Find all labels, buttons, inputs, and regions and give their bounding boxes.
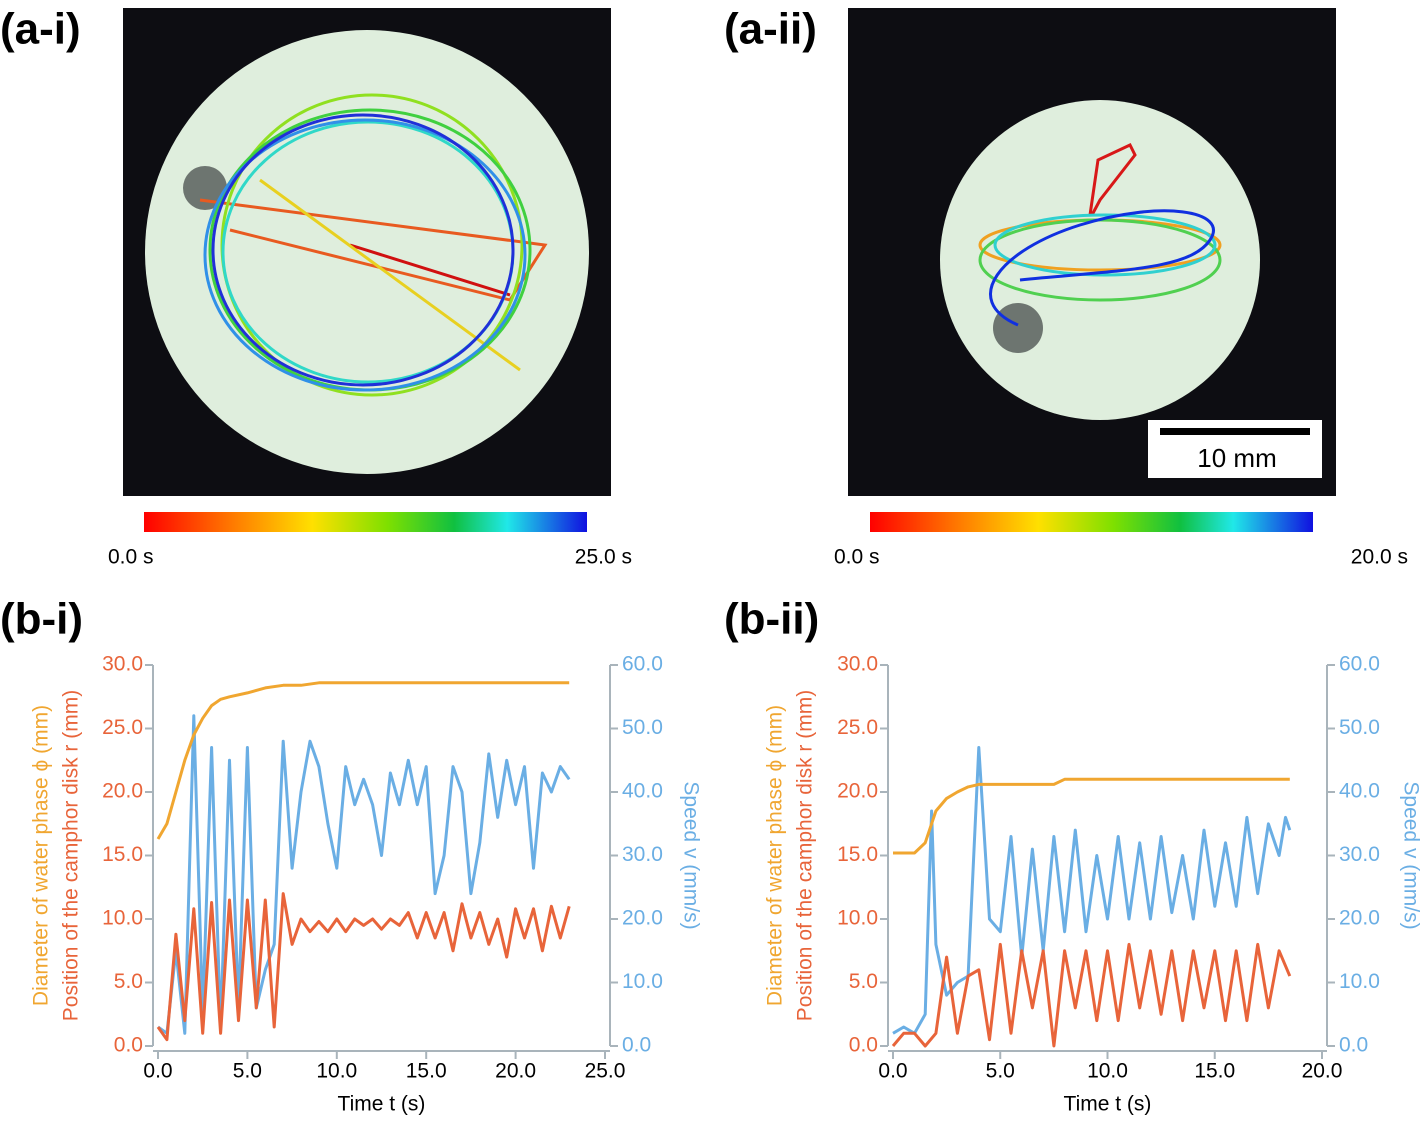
y-tick-label: 5.0 xyxy=(849,970,878,993)
panel-label: (a-i) xyxy=(0,5,81,54)
y-axis-label: Diameter of water phase ϕ (mm) xyxy=(30,705,53,1006)
colorbar-label: 0.0 s xyxy=(108,546,154,569)
x-tick-label: 25.0 xyxy=(585,1060,626,1083)
trajectory xyxy=(978,143,1222,327)
panel-label: (b-i) xyxy=(0,595,83,644)
y-tick-label: 20.0 xyxy=(837,780,878,803)
colorbar-label: 25.0 s xyxy=(575,546,632,569)
y2-axis-label: Speed v (mm/s) xyxy=(1399,781,1422,929)
panel-label: (a-ii) xyxy=(724,5,817,54)
data-line xyxy=(893,777,1290,855)
y-axis-label: Position of the camphor disk r (mm) xyxy=(794,690,817,1021)
colorbar-label: 0.0 s xyxy=(834,546,880,569)
y-tick-label: 0.0 xyxy=(114,1034,143,1057)
colorbar xyxy=(870,512,1313,532)
y2-tick-label: 60.0 xyxy=(622,653,663,676)
y-tick-label: 0.0 xyxy=(849,1034,878,1057)
x-tick-label: 0.0 xyxy=(878,1060,907,1083)
y2-tick-label: 40.0 xyxy=(1339,780,1380,803)
colorbar xyxy=(144,512,587,532)
y-tick-label: 10.0 xyxy=(102,907,143,930)
y2-tick-label: 0.0 xyxy=(1339,1034,1368,1057)
y2-tick-label: 60.0 xyxy=(1339,653,1380,676)
y2-tick-label: 20.0 xyxy=(622,907,663,930)
y-tick-label: 25.0 xyxy=(837,716,878,739)
y2-tick-label: 20.0 xyxy=(1339,907,1380,930)
disk xyxy=(993,303,1043,353)
colorbar-label: 20.0 s xyxy=(1351,546,1408,569)
y-tick-label: 15.0 xyxy=(837,843,878,866)
data-line xyxy=(157,714,571,1035)
y2-axis-label: Speed v (mm/s) xyxy=(679,781,702,929)
x-tick-label: 10.0 xyxy=(1087,1060,1128,1083)
data-line xyxy=(891,942,1292,1048)
trajectory xyxy=(199,93,548,397)
y2-tick-label: 10.0 xyxy=(1339,970,1380,993)
y-tick-label: 25.0 xyxy=(102,716,143,739)
x-tick-label: 15.0 xyxy=(406,1060,447,1083)
y-tick-label: 20.0 xyxy=(102,780,143,803)
y-tick-label: 10.0 xyxy=(837,907,878,930)
y-axis-label: Diameter of water phase ϕ (mm) xyxy=(764,705,787,1006)
y-tick-label: 30.0 xyxy=(837,653,878,676)
x-tick-label: 5.0 xyxy=(233,1060,262,1083)
y2-tick-label: 0.0 xyxy=(622,1034,651,1057)
x-tick-label: 20.0 xyxy=(1302,1060,1343,1083)
data-line xyxy=(156,892,571,1042)
y-tick-label: 15.0 xyxy=(102,843,143,866)
y-tick-label: 30.0 xyxy=(102,653,143,676)
x-tick-label: 15.0 xyxy=(1194,1060,1235,1083)
y2-tick-label: 10.0 xyxy=(622,970,663,993)
y2-tick-label: 40.0 xyxy=(622,780,663,803)
x-tick-label: 10.0 xyxy=(316,1060,357,1083)
y2-tick-label: 30.0 xyxy=(1339,843,1380,866)
y-tick-label: 5.0 xyxy=(114,970,143,993)
x-axis-label: Time t (s) xyxy=(338,1093,426,1116)
scale-bar xyxy=(1160,428,1310,435)
y2-tick-label: 30.0 xyxy=(622,843,663,866)
x-tick-label: 5.0 xyxy=(986,1060,1015,1083)
dish xyxy=(940,100,1260,420)
x-axis-label: Time t (s) xyxy=(1064,1093,1152,1116)
y2-tick-label: 50.0 xyxy=(1339,716,1380,739)
x-tick-label: 20.0 xyxy=(495,1060,536,1083)
panel-label: (b-ii) xyxy=(724,595,819,644)
x-tick-label: 0.0 xyxy=(143,1060,172,1083)
disk xyxy=(183,166,227,210)
y2-tick-label: 50.0 xyxy=(622,716,663,739)
scale-label: 10 mm xyxy=(1197,443,1276,473)
dish xyxy=(145,30,589,474)
data-line xyxy=(156,681,570,840)
y-axis-label: Position of the camphor disk r (mm) xyxy=(60,690,83,1021)
